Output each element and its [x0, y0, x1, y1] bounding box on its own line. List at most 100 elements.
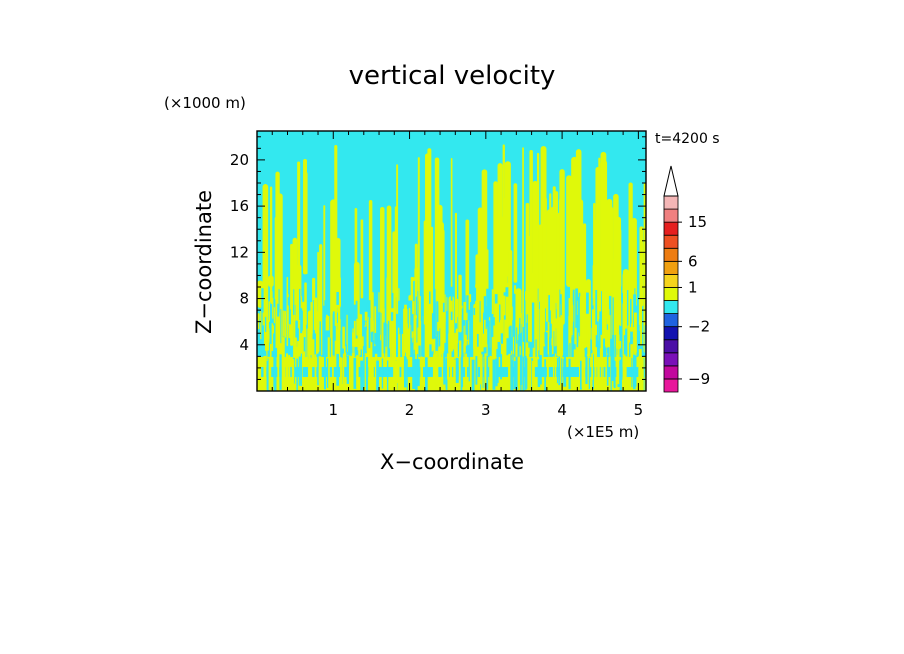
- fine-cell: [376, 288, 379, 334]
- fine-cell: [443, 326, 445, 352]
- fine-cell: [468, 357, 472, 391]
- fine-cell: [364, 311, 368, 321]
- fine-cell: [449, 300, 453, 312]
- fine-cell: [436, 301, 439, 335]
- fine-cell: [405, 309, 408, 331]
- colorbar-level: [663, 195, 679, 210]
- updraft-streak: [380, 253, 384, 283]
- fine-cell: [546, 287, 547, 310]
- fine-cell: [508, 353, 512, 383]
- updraft-streak: [335, 237, 341, 303]
- fine-cell: [499, 320, 502, 346]
- y-scale-label: (×1000 m): [164, 94, 246, 112]
- fine-cell: [308, 359, 311, 391]
- fine-cell: [356, 318, 359, 336]
- fine-cell: [537, 300, 539, 345]
- fine-cell: [333, 325, 336, 341]
- fine-cell: [610, 354, 612, 391]
- updraft-streak: [538, 224, 543, 302]
- fine-cell: [561, 358, 563, 384]
- chart-title: vertical velocity: [349, 61, 556, 91]
- fine-cell: [500, 333, 504, 344]
- fine-cell: [345, 344, 347, 353]
- fine-cell: [414, 358, 418, 391]
- fine-cell: [607, 315, 611, 348]
- fine-cell: [473, 287, 477, 302]
- fine-cell: [450, 316, 453, 352]
- fine-cell: [426, 316, 429, 354]
- fine-cell: [629, 299, 632, 328]
- y-axis-title: Z−coordinate: [192, 190, 216, 334]
- fine-cell: [597, 340, 600, 371]
- fine-cell: [370, 292, 374, 332]
- y-tick-label: 8: [239, 290, 249, 308]
- y-axis: 4 8 12 16 20: [230, 136, 646, 380]
- fine-cell: [600, 360, 602, 391]
- fine-cell: [263, 355, 267, 390]
- fine-cell: [323, 353, 327, 390]
- fine-cell: [552, 356, 555, 389]
- fine-cell: [487, 320, 490, 364]
- colorbar-level: [663, 287, 679, 301]
- fine-cell: [526, 322, 529, 343]
- fine-cell: [555, 318, 558, 329]
- fine-cell: [448, 333, 451, 359]
- fine-cell: [510, 360, 514, 391]
- fine-cell: [420, 359, 424, 391]
- updraft-streak: [458, 274, 462, 333]
- fine-cell: [529, 359, 532, 388]
- fine-cell: [393, 329, 397, 365]
- fine-cell: [578, 360, 581, 391]
- fine-cell: [288, 355, 291, 391]
- fine-cell: [438, 328, 442, 362]
- fine-cell: [390, 312, 394, 321]
- fine-cell: [277, 354, 280, 391]
- fine-cell: [342, 326, 345, 349]
- fine-cell: [525, 358, 528, 389]
- fine-cell: [618, 334, 620, 362]
- fine-cell: [332, 355, 334, 385]
- fine-cell: [303, 337, 306, 360]
- fine-cell: [477, 334, 480, 347]
- fine-cell: [588, 357, 591, 390]
- fine-cell: [325, 339, 328, 349]
- fine-cell: [291, 358, 295, 385]
- fine-cell: [398, 327, 401, 360]
- fine-cell: [277, 303, 280, 317]
- fine-cell: [284, 311, 287, 338]
- plot-frame: [256, 130, 647, 392]
- fine-cell: [391, 312, 394, 354]
- fine-cell: [498, 344, 501, 361]
- fine-cell: [579, 360, 582, 390]
- fine-cell: [346, 355, 349, 384]
- updraft-streak: [516, 292, 519, 306]
- fine-cell: [537, 340, 540, 358]
- fine-cell: [519, 313, 522, 325]
- fine-cell: [353, 304, 357, 321]
- colorbar-level: [663, 352, 679, 367]
- fine-cell: [273, 307, 275, 324]
- fine-cell: [522, 356, 525, 391]
- fine-cell: [483, 312, 484, 334]
- fine-cell: [587, 332, 589, 376]
- fine-cell: [386, 360, 389, 391]
- fine-cell: [257, 358, 260, 385]
- fine-cell: [619, 324, 622, 341]
- fine-cell: [548, 295, 550, 323]
- x-tick-label: 1: [329, 401, 339, 419]
- fine-cell: [599, 311, 603, 335]
- fine-cell: [466, 295, 470, 313]
- fine-cell: [615, 304, 617, 337]
- fine-cell: [293, 289, 295, 320]
- fine-cell: [595, 290, 598, 325]
- fine-cell: [446, 297, 448, 312]
- fine-cell: [307, 292, 310, 302]
- fine-cell: [315, 311, 319, 355]
- fine-cell: [572, 289, 575, 332]
- fine-cell: [496, 349, 498, 358]
- updraft-streak: [414, 267, 419, 281]
- fine-cell: [429, 291, 431, 304]
- fine-cell: [554, 329, 556, 347]
- fine-cell: [300, 353, 302, 386]
- fine-cell: [408, 307, 411, 356]
